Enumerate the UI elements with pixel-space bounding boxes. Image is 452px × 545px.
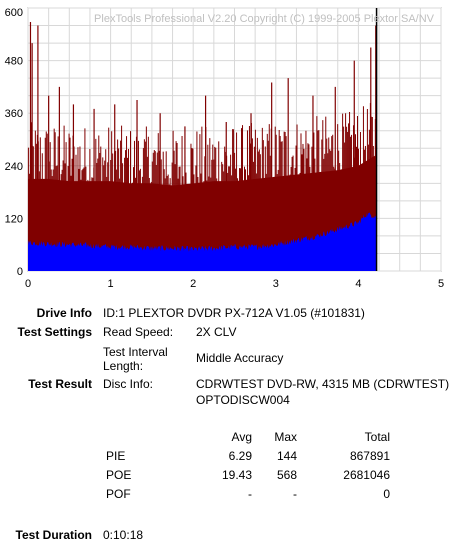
row-name: POF [106, 487, 131, 501]
test-duration-label: Test Duration [15, 528, 92, 542]
test-settings-label: Test Settings [17, 325, 92, 339]
y-tick-label: 600 [5, 7, 23, 19]
col-header-avg: Avg [231, 430, 252, 444]
x-tick-label: 3 [273, 278, 279, 290]
test-interval-label-2: Length: [103, 359, 144, 373]
test-interval-value: Middle Accuracy [196, 351, 284, 365]
row-max: 144 [276, 449, 297, 463]
y-tick-label: 0 [17, 266, 23, 278]
col-header-total: Total [364, 430, 390, 444]
x-tick-label: 2 [190, 278, 196, 290]
x-tick-label: 0 [25, 278, 31, 290]
row-name: POE [106, 468, 132, 482]
disc-info-value: CDRWTEST DVD-RW, 4315 MB (CDRWTEST) [196, 377, 450, 391]
row-total: 2681046 [343, 468, 390, 482]
drive-info-value: ID:1 PLEXTOR DVDR PX-712A V1.05 (#101831… [103, 306, 365, 320]
row-avg: 19.43 [221, 468, 252, 482]
pie-area [28, 212, 377, 271]
disc-info-label: Disc Info: [103, 377, 154, 391]
test-interval-label: Test Interval [103, 345, 168, 359]
x-axis: 0 1 2 3 4 5 [25, 278, 444, 290]
row-max: - [293, 487, 297, 501]
series-layer [27, 8, 378, 271]
x-tick-label: 4 [355, 278, 361, 290]
x-tick-label: 5 [438, 278, 444, 290]
drive-info-label: Drive Info [36, 306, 92, 320]
read-speed-label: Read Speed: [103, 325, 174, 339]
row-name: PIE [106, 449, 126, 463]
col-header-max: Max [274, 430, 297, 444]
y-tick-label: 120 [5, 213, 23, 225]
row-avg: 6.29 [228, 449, 252, 463]
test-result-label: Test Result [28, 377, 92, 391]
y-axis: 0 120 240 360 480 600 [5, 7, 23, 278]
row-total: 0 [383, 487, 390, 501]
x-tick-label: 1 [108, 278, 114, 290]
row-max: 568 [276, 468, 297, 482]
row-avg: - [248, 487, 252, 501]
watermark: PlexTools Professional V2.20 Copyright (… [94, 13, 435, 25]
row-total: 867891 [349, 449, 390, 463]
y-tick-label: 240 [5, 161, 23, 173]
test-duration-value: 0:10:18 [103, 528, 144, 542]
disc-info-value-2: OPTODISCW004 [196, 393, 290, 407]
chart: PlexTools Professional V2.20 Copyright (… [5, 7, 444, 290]
read-speed-value: 2X CLV [196, 325, 237, 339]
y-tick-label: 480 [5, 56, 23, 68]
y-tick-label: 360 [5, 108, 23, 120]
